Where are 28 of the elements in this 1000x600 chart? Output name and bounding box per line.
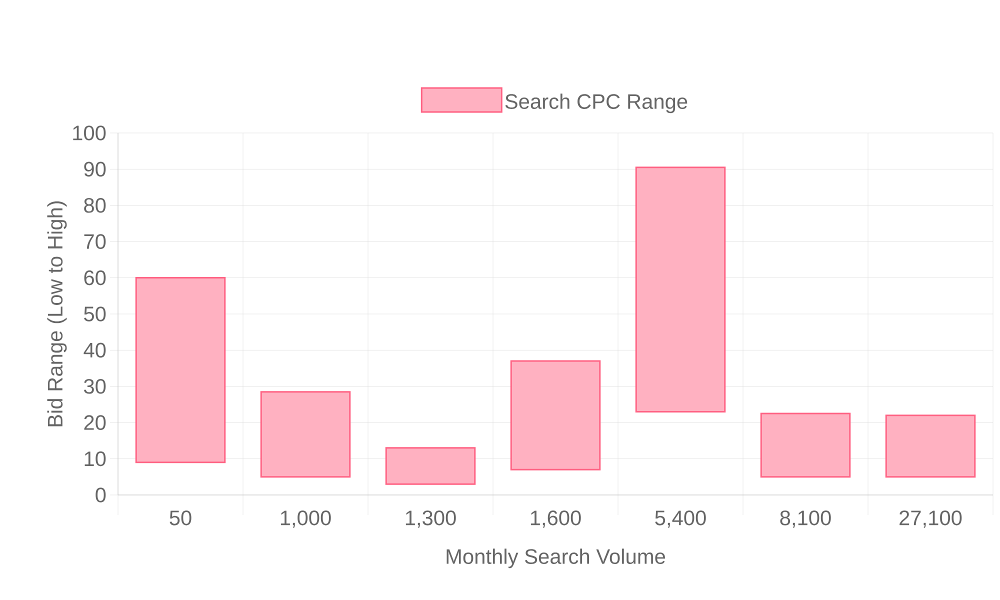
y-tick-label: 40: [84, 342, 106, 358]
x-tick-label: 1,000: [280, 510, 331, 528]
y-tick-label: 90: [84, 162, 106, 177]
x-axis-title: Monthly Search Volume: [446, 548, 666, 568]
y-tick-label: 100: [73, 126, 106, 140]
x-tick-label: 50: [170, 510, 192, 526]
bar: [885, 414, 976, 478]
x-tick-label: 1,300: [406, 510, 456, 528]
y-tick-label: 70: [84, 234, 106, 249]
y-tick-label: 10: [84, 451, 106, 466]
x-tick-label: 1,600: [530, 510, 581, 528]
x-tick-label: 27,100: [900, 510, 962, 528]
x-tick-label: 8,100: [780, 510, 831, 528]
bar: [760, 412, 851, 478]
bar: [385, 447, 476, 485]
x-tick-label: 5,400: [655, 510, 706, 528]
y-tick-label: 60: [84, 270, 106, 286]
bar: [510, 360, 601, 470]
bar: [635, 166, 726, 412]
y-tick-label: 80: [84, 198, 106, 213]
y-tick-label: 50: [84, 306, 106, 322]
y-tick-label: 20: [84, 415, 106, 430]
bar: [260, 391, 351, 478]
legend-label: Search CPC Range: [505, 94, 688, 114]
y-tick-label: 0: [96, 488, 106, 502]
y-tick-label: 30: [84, 378, 106, 394]
bar: [135, 277, 226, 464]
y-axis-title: Bid Range (Low to High): [47, 201, 67, 426]
